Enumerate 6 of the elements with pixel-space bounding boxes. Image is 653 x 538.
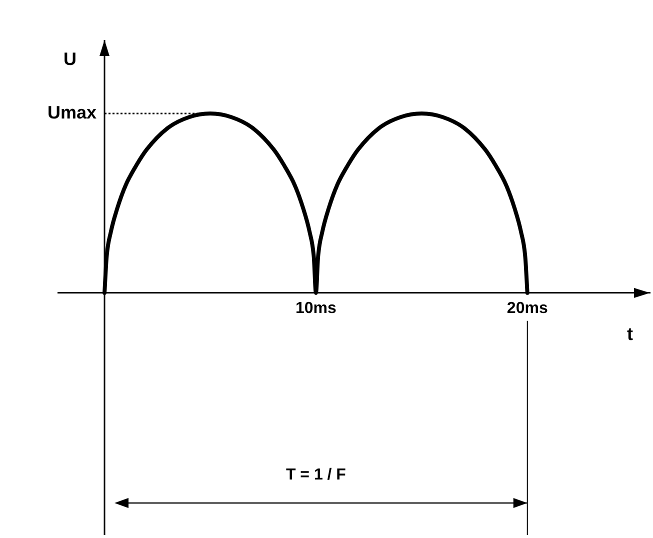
x-tick-label: 20ms xyxy=(506,300,548,317)
x-tick-label: 10ms xyxy=(295,300,337,317)
text: T = 1 / F xyxy=(286,466,346,484)
x-axis-title: t xyxy=(627,324,633,344)
ref-line-label: Umax xyxy=(47,102,97,122)
y-axis-title: U xyxy=(64,48,77,69)
